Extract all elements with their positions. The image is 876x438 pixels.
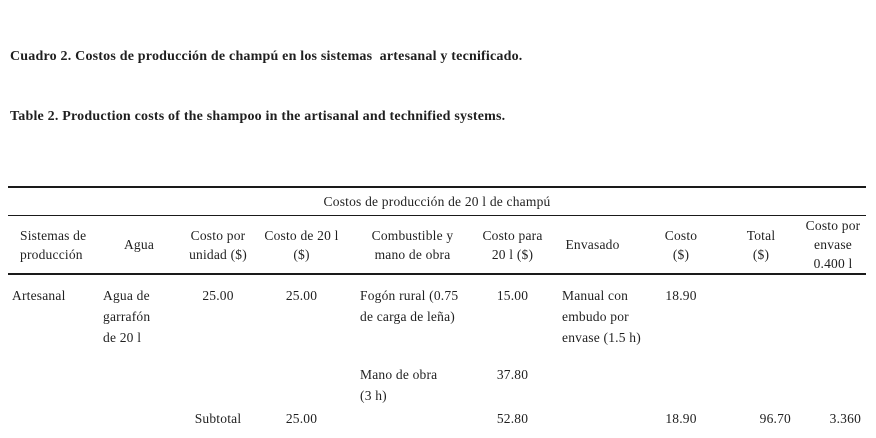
table-cell xyxy=(800,274,866,361)
table-cell: 15.00 xyxy=(496,288,529,303)
table-cell: Estufa industrial de gas lp (1 h) xyxy=(345,432,480,438)
table-row-artesanal-mano-de-obra: Mano de obra (3 h) 37.80 xyxy=(8,361,866,406)
table-cell: Pipa de 10 000 l xyxy=(100,432,178,438)
table-cell: 18.90 xyxy=(665,411,697,426)
spanner-header: Costos de producción de 20 l de champú xyxy=(8,187,867,216)
table-cell: 500.00 xyxy=(178,432,258,438)
table-cell xyxy=(545,406,640,432)
table-cell: 52.80 xyxy=(496,411,529,426)
table-cell: 3.360 xyxy=(829,411,862,426)
table-cell xyxy=(258,361,345,406)
table-cell: Por vibración (motor electi- co) 15 min xyxy=(545,432,640,438)
table-cell xyxy=(8,361,100,406)
col-header-costo-de-20l: Costo de 20 l ($) xyxy=(258,215,345,275)
table-cell: Manual con embudo por envase (1.5 h) xyxy=(562,288,641,345)
table-cell: 18.90 xyxy=(665,288,697,303)
table-cell xyxy=(800,361,866,406)
table-cell xyxy=(722,274,800,361)
col-header-costo-por-unidad: Costo por unidad ($) xyxy=(178,215,258,275)
table-cell: 4.00 xyxy=(480,432,545,438)
col-header-total: Total ($) xyxy=(722,215,800,275)
table-cell xyxy=(100,361,178,406)
table-cell xyxy=(640,361,722,406)
table-cell: Agua de garrafón de 20 l xyxy=(103,288,151,345)
table-caption-spanish: Cuadro 2. Costos de producción de champú… xyxy=(10,49,523,64)
table-cell: Tecnificado xyxy=(8,432,100,438)
table-cell xyxy=(722,361,800,406)
table-cell: 3.15 xyxy=(640,432,722,438)
table-cell: 25.00 xyxy=(285,288,318,303)
col-header-sistemas-de-produccion: Sistemas de producción xyxy=(8,215,100,275)
table-cell: 25.00 xyxy=(285,411,318,426)
table-cell: 37.80 xyxy=(496,367,529,382)
table-caption: Cuadro 2. Costos de producción de champú… xyxy=(0,0,876,167)
table-cell xyxy=(100,406,178,432)
table-cell: Mano de obra (3 h) xyxy=(360,367,438,403)
col-header-costo: Costo ($) xyxy=(640,215,722,275)
col-header-agua: Agua xyxy=(100,215,178,275)
spanner-row: Costos de producción de 20 l de champú xyxy=(8,187,867,216)
column-header-row: Sistemas de producción Agua Costo por un… xyxy=(8,215,867,275)
table-row-artesanal-subtotal: Subtotal 25.00 52.80 18.90 96.70 3.360 xyxy=(8,406,866,432)
table-cell: Subtotal xyxy=(194,411,242,426)
table-cell: Fogón rural (0.75 de carga de leña) xyxy=(360,288,459,324)
col-header-costo-para-20l: Costo para 20 l ($) xyxy=(480,215,545,275)
table-cell xyxy=(800,432,866,438)
table-caption-english: Table 2. Production costs of the shampoo… xyxy=(10,109,506,124)
table-cell: 25.00 xyxy=(202,288,234,303)
col-header-combustible-mano-de-obra: Combustible y mano de obra xyxy=(345,215,480,275)
table-row-tecnificado: Tecnificado Pipa de 10 000 l 500.00 1.00… xyxy=(8,432,866,438)
production-costs-table: Costos de producción de 20 l de champú S… xyxy=(8,186,867,438)
table-cell: Artesanal xyxy=(12,288,66,303)
table-cell xyxy=(722,432,800,438)
table-cell xyxy=(545,361,640,406)
col-header-costo-por-envase: Costo por envase 0.400 l xyxy=(800,215,867,275)
table-cell: 1.00 xyxy=(258,432,345,438)
table-cell xyxy=(178,361,258,406)
col-header-envasado: Envasado xyxy=(545,215,640,275)
table-cell xyxy=(8,406,100,432)
table-row-artesanal: Artesanal Agua de garrafón de 20 l 25.00… xyxy=(8,274,866,361)
table-cell: 96.70 xyxy=(759,411,791,426)
table-cell xyxy=(345,406,480,432)
